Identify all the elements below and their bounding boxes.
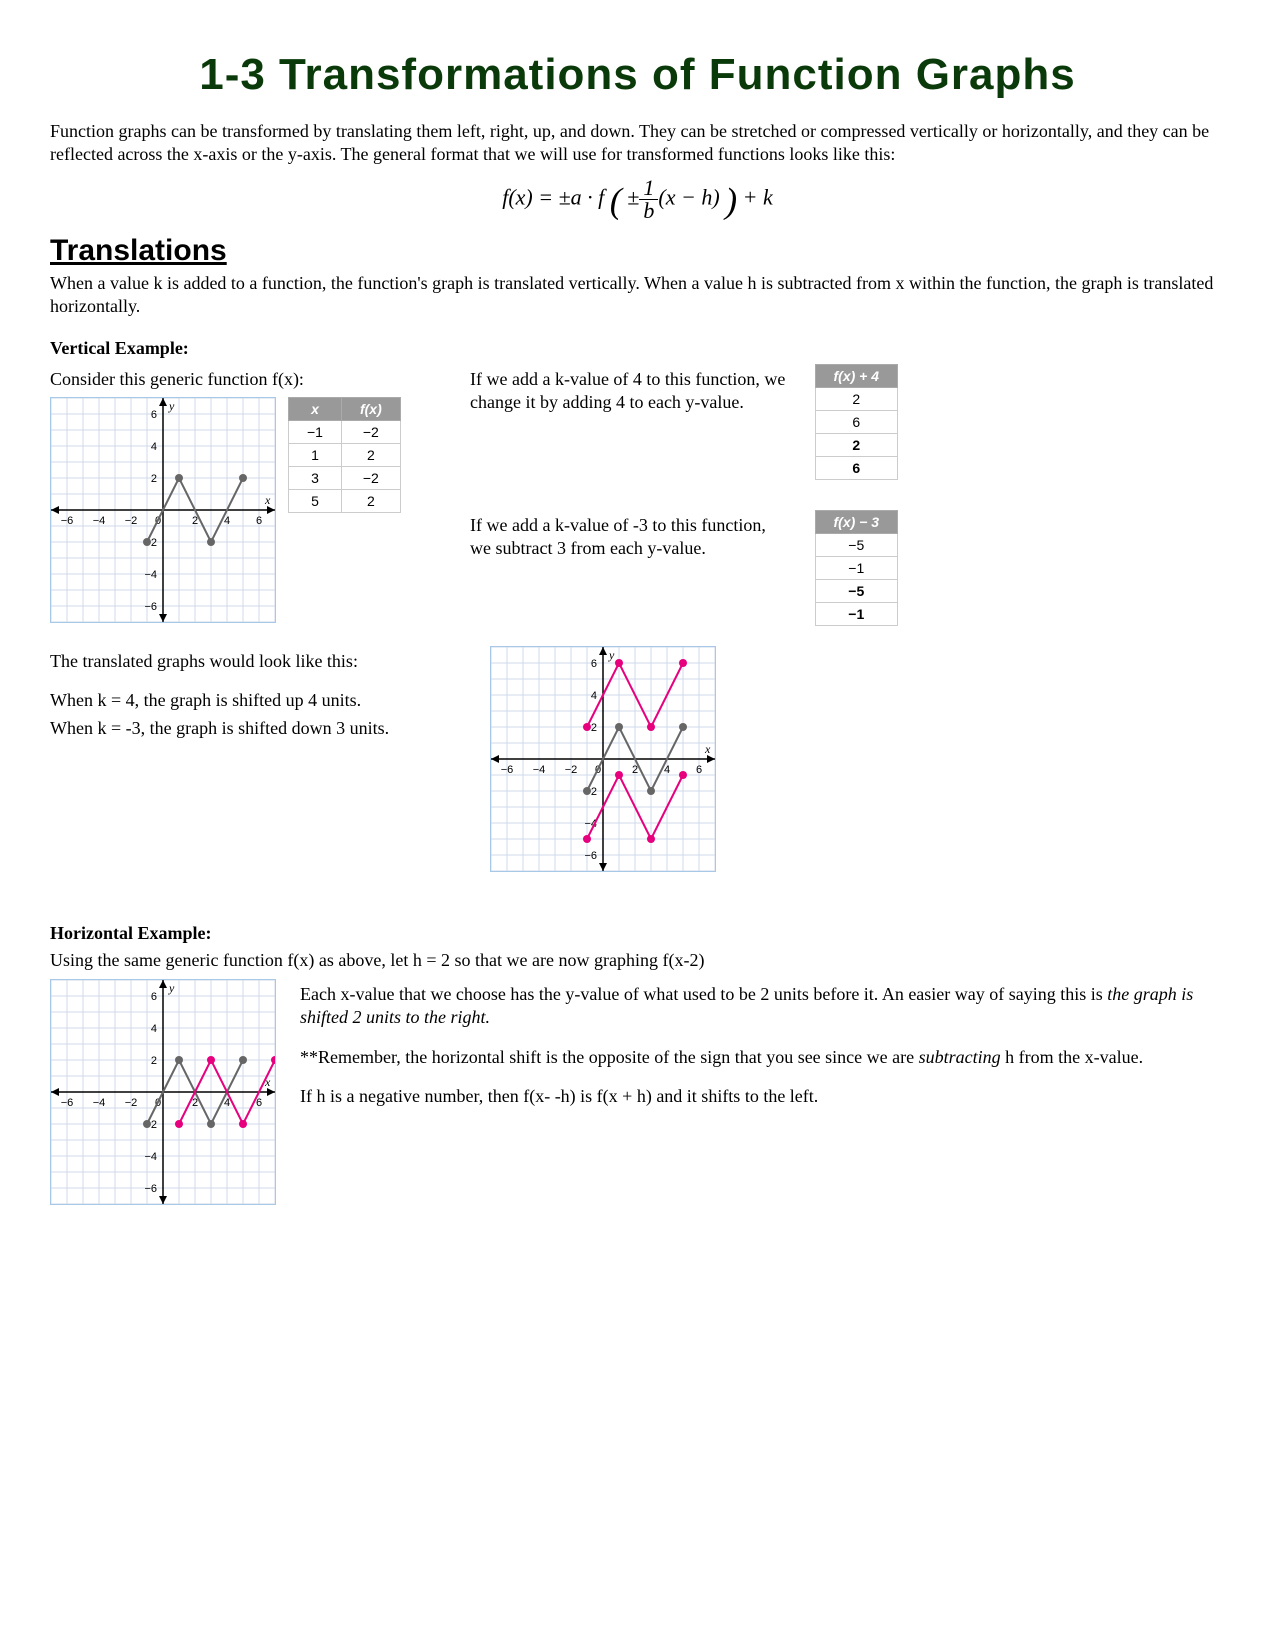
vertical-heading: Vertical Example: xyxy=(50,338,189,358)
svg-text:6: 6 xyxy=(151,991,157,1003)
intro-paragraph: Function graphs can be transformed by tr… xyxy=(50,120,1225,167)
svg-text:6: 6 xyxy=(696,764,702,776)
table-km3: f(x) − 3−5−1−5−1 xyxy=(815,510,899,626)
svg-text:−6: −6 xyxy=(501,764,514,776)
svg-text:−2: −2 xyxy=(125,1097,138,1109)
svg-text:−4: −4 xyxy=(144,1151,157,1163)
svg-text:y: y xyxy=(168,399,175,413)
svg-text:4: 4 xyxy=(224,515,230,527)
svg-text:−6: −6 xyxy=(61,1097,74,1109)
translations-text: When a value k is added to a function, t… xyxy=(50,272,1225,319)
graph-horizontal: −6−4−2246−6−4−22460xy xyxy=(50,979,276,1205)
svg-text:2: 2 xyxy=(151,1055,157,1067)
svg-text:2: 2 xyxy=(192,515,198,527)
horizontal-p1: Each x-value that we choose has the y-va… xyxy=(300,983,1225,1030)
svg-text:x: x xyxy=(704,742,711,756)
svg-text:2: 2 xyxy=(151,473,157,485)
svg-text:6: 6 xyxy=(256,1097,262,1109)
horizontal-p2: **Remember, the horizontal shift is the … xyxy=(300,1046,1225,1069)
svg-text:4: 4 xyxy=(591,690,597,702)
svg-text:−6: −6 xyxy=(144,1183,157,1195)
km3-text: If we add a k-value of -3 to this functi… xyxy=(470,514,790,561)
translations-heading: Translations xyxy=(50,234,1225,268)
svg-text:4: 4 xyxy=(224,1097,230,1109)
svg-text:−4: −4 xyxy=(144,569,157,581)
svg-text:−4: −4 xyxy=(533,764,546,776)
table-k4: f(x) + 42626 xyxy=(815,364,899,480)
horizontal-heading: Horizontal Example: xyxy=(50,923,211,943)
svg-text:6: 6 xyxy=(151,409,157,421)
svg-text:−6: −6 xyxy=(61,515,74,527)
horizontal-intro: Using the same generic function f(x) as … xyxy=(50,949,1225,972)
svg-text:−2: −2 xyxy=(125,515,138,527)
svg-text:x: x xyxy=(264,493,271,507)
svg-text:y: y xyxy=(608,648,615,662)
svg-text:y: y xyxy=(168,981,175,995)
formula: f(x) = ±a · f ( ±1b(x − h) ) + k xyxy=(50,177,1225,222)
svg-text:2: 2 xyxy=(591,722,597,734)
translated-intro: The translated graphs would look like th… xyxy=(50,650,470,673)
k4-text: If we add a k-value of 4 to this functio… xyxy=(470,368,790,415)
svg-text:−4: −4 xyxy=(93,1097,106,1109)
svg-text:2: 2 xyxy=(632,764,638,776)
k4-explain: When k = 4, the graph is shifted up 4 un… xyxy=(50,689,470,712)
svg-text:4: 4 xyxy=(151,441,157,453)
consider-text: Consider this generic function f(x): xyxy=(50,368,450,391)
svg-text:−6: −6 xyxy=(584,850,597,862)
svg-text:4: 4 xyxy=(664,764,670,776)
page-title: 1-3 Transformations of Function Graphs xyxy=(50,50,1225,100)
horizontal-p3: If h is a negative number, then f(x- -h)… xyxy=(300,1085,1225,1108)
svg-text:4: 4 xyxy=(151,1023,157,1035)
svg-text:−4: −4 xyxy=(93,515,106,527)
graph-original: −6−4−2246−6−4−22460xy xyxy=(50,397,276,623)
svg-text:−2: −2 xyxy=(565,764,578,776)
table-xy: xf(x)−1−2123−252 xyxy=(288,397,401,513)
km3-explain: When k = -3, the graph is shifted down 3… xyxy=(50,717,470,740)
svg-text:6: 6 xyxy=(256,515,262,527)
svg-text:−6: −6 xyxy=(144,601,157,613)
svg-text:6: 6 xyxy=(591,658,597,670)
graph-translated: −6−4−2246−6−4−22460xy xyxy=(490,646,716,872)
svg-text:2: 2 xyxy=(192,1097,198,1109)
